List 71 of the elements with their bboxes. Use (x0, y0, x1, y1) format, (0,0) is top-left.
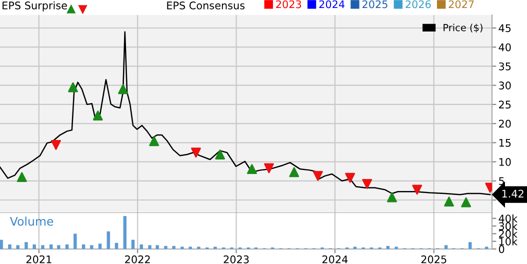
y-tick-label: 20 (499, 120, 511, 128)
y-tick-label: 30k (499, 222, 518, 230)
bar (114, 242, 118, 249)
bar (90, 245, 94, 249)
annotation: 1.42 (502, 190, 524, 198)
x-tick-label: 2024 (322, 255, 348, 264)
point (264, 163, 274, 174)
point (461, 197, 472, 208)
y-tick-label: 25 (499, 100, 511, 109)
point (412, 184, 422, 195)
x-tick-label: 2022 (125, 255, 150, 264)
x-tick-label: 2023 (224, 255, 249, 264)
bar (131, 240, 135, 249)
annotation: Volume (10, 216, 54, 226)
y-tick-label: 40 (498, 43, 511, 52)
point (92, 110, 103, 121)
bar (106, 231, 110, 249)
bar (82, 244, 86, 249)
legend-label: 2026 (406, 0, 431, 8)
bar (41, 245, 44, 249)
legend-label: 2024 (319, 0, 344, 8)
bar (8, 244, 12, 249)
y-tick-label: 20k (499, 230, 518, 238)
bar (148, 245, 152, 249)
y-tick-label: 10k (499, 237, 518, 246)
legend-label: 2025 (362, 0, 388, 8)
point (246, 164, 257, 174)
legend-label: 2027 (448, 0, 474, 8)
x-tick-label: 2025 (421, 255, 446, 264)
bar (444, 245, 448, 249)
bar (0, 240, 3, 249)
point (345, 172, 356, 183)
bar (468, 242, 472, 249)
point (444, 196, 454, 207)
bar (386, 246, 390, 249)
bar (57, 245, 60, 249)
text: EPS Consensus (167, 2, 245, 10)
bar (123, 216, 127, 249)
y-tick-label: 35 (499, 62, 511, 70)
x-tick-label: 2021 (26, 255, 52, 264)
y-tick-label: 15 (499, 139, 511, 147)
bar (98, 244, 102, 249)
y-tick-label: 45 (498, 24, 511, 32)
bar (24, 242, 28, 249)
bar (65, 244, 69, 249)
legend-label: 2023 (276, 0, 302, 8)
bar (140, 244, 144, 249)
bar (49, 244, 53, 249)
bar (164, 246, 168, 249)
point (362, 178, 372, 189)
y-tick-label: 0 (498, 245, 504, 254)
point (191, 148, 201, 158)
y-tick-label: 30 (499, 82, 511, 90)
point (118, 84, 128, 94)
point (149, 136, 160, 146)
y-tick-label: 10 (499, 158, 511, 166)
bar (172, 246, 176, 249)
bar (74, 234, 77, 249)
bar (16, 245, 20, 249)
y-tick-label: 40k (498, 214, 518, 222)
point (68, 82, 78, 92)
legend-label: Price ($) (444, 24, 482, 33)
bar (32, 244, 36, 249)
point (16, 172, 27, 182)
point (215, 150, 226, 160)
point (312, 170, 323, 181)
point (387, 192, 397, 202)
bar (156, 245, 159, 249)
text: EPS Surprise (2, 1, 67, 12)
point (50, 140, 61, 150)
point (289, 167, 300, 178)
